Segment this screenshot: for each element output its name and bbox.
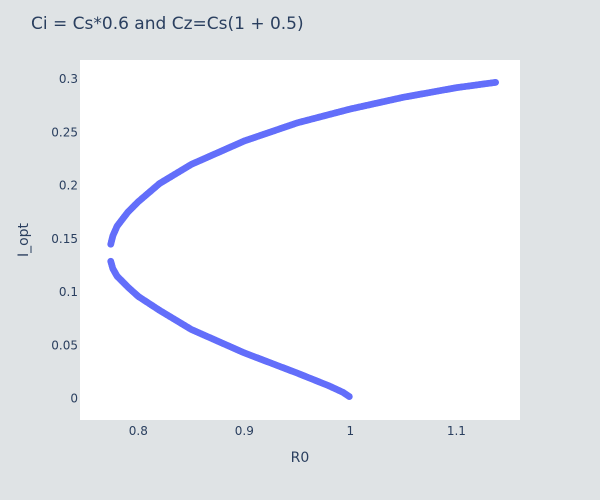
x-axis-label: R0 xyxy=(291,450,310,466)
x-axis-ticks: 0.8 0.9 1 1.1 xyxy=(129,424,466,438)
chart-title: Ci = Cs*0.6 and Cz=Cs(1 + 0.5) xyxy=(31,14,304,34)
y-tick-label: 0.1 xyxy=(59,285,78,299)
x-tick-label: 0.8 xyxy=(129,424,148,438)
y-tick-label: 0.3 xyxy=(59,72,78,86)
plot-area xyxy=(80,60,520,420)
y-tick-label: 0.05 xyxy=(51,338,78,352)
y-tick-label: 0.2 xyxy=(59,179,78,193)
x-tick-label: 0.9 xyxy=(235,424,254,438)
y-axis-ticks: 0 0.05 0.1 0.15 0.2 0.25 0.3 xyxy=(51,72,78,406)
x-tick-label: 1 xyxy=(347,424,355,438)
y-tick-label: 0.15 xyxy=(51,232,78,246)
y-tick-label: 0 xyxy=(70,392,78,406)
y-tick-label: 0.25 xyxy=(51,125,78,139)
data-point xyxy=(107,240,115,248)
scatter-points xyxy=(107,78,500,400)
x-tick-label: 1.1 xyxy=(447,424,466,438)
data-point xyxy=(345,393,353,400)
y-axis-label: I_opt xyxy=(16,222,32,257)
